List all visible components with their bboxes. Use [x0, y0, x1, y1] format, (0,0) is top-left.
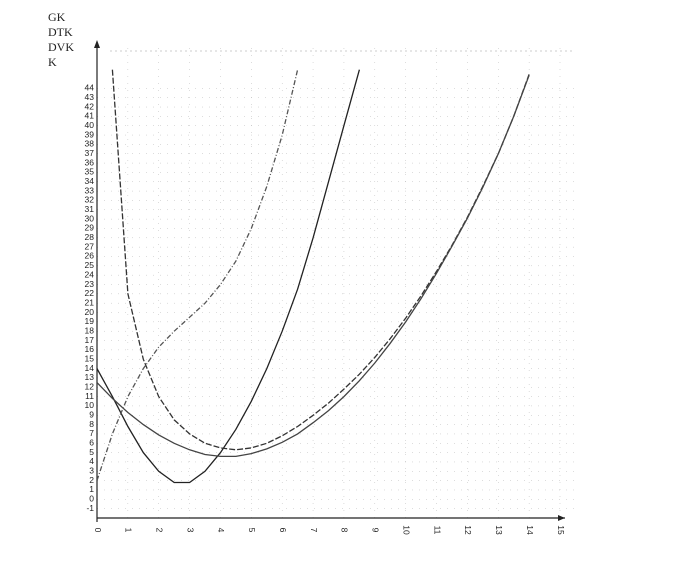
y-tick-label: 16 — [85, 344, 95, 354]
series-line — [111, 69, 530, 451]
x-tick-label: 9 — [371, 528, 381, 533]
y-tick-label: 20 — [85, 307, 95, 317]
y-tick-label: 31 — [85, 204, 95, 214]
y-tick-label: 1 — [89, 484, 94, 494]
y-tick-label: 41 — [85, 111, 95, 121]
x-tick-label: 8 — [340, 528, 350, 533]
x-tick-label: 6 — [278, 528, 288, 533]
y-tick-label: 5 — [89, 447, 94, 457]
x-tick-label: 1 — [124, 528, 134, 533]
y-tick-label: 2 — [89, 475, 94, 485]
series-label: K — [48, 55, 57, 69]
y-tick-label: 11 — [85, 391, 94, 401]
x-tick-label: 14 — [525, 525, 535, 535]
y-tick-label: 35 — [85, 167, 95, 177]
y-tick-label: 39 — [85, 129, 95, 139]
y-tick-label: 24 — [85, 269, 95, 279]
y-axis-arrow — [94, 40, 100, 48]
x-tick-label: 10 — [401, 525, 411, 535]
y-tick-label: 9 — [89, 410, 94, 420]
y-tick-label: 42 — [85, 101, 95, 111]
series-label: DVK — [48, 40, 74, 54]
y-tick-label: 28 — [85, 232, 95, 242]
x-tick-label: 7 — [309, 528, 319, 533]
y-tick-label: 15 — [85, 353, 95, 363]
x-tick-label: 13 — [494, 525, 504, 535]
y-tick-label: 38 — [85, 139, 95, 149]
y-tick-label: 29 — [85, 223, 95, 233]
y-tick-label: 17 — [85, 335, 95, 345]
plot-area — [97, 69, 530, 484]
y-tick-label: 10 — [85, 400, 95, 410]
series-line — [97, 69, 299, 481]
y-tick-label: 12 — [85, 381, 95, 391]
x-tick-label: 4 — [216, 528, 226, 533]
y-tick-label: 37 — [85, 148, 95, 158]
y-tick-label: -1 — [86, 503, 94, 513]
y-tick-label: 6 — [89, 438, 94, 448]
y-tick-label: 23 — [85, 279, 95, 289]
y-tick-label: 30 — [85, 213, 95, 223]
series-label: GK — [48, 10, 66, 24]
y-tick-label: 33 — [85, 185, 95, 195]
series-line — [97, 75, 530, 458]
y-tick-label: 7 — [89, 428, 94, 438]
y-tick-label: 26 — [85, 251, 95, 261]
series-line — [97, 69, 361, 484]
x-tick-label: 0 — [93, 528, 103, 533]
y-tick-label: 18 — [85, 325, 95, 335]
x-tick-label: 5 — [247, 528, 257, 533]
y-tick-label: 13 — [85, 372, 95, 382]
y-tick-label: 32 — [85, 195, 95, 205]
x-tick-label: 3 — [185, 528, 195, 533]
y-tick-label: 36 — [85, 157, 95, 167]
y-tick-label: 43 — [85, 92, 95, 102]
y-tick-label: 19 — [85, 316, 95, 326]
y-tick-label: 34 — [85, 176, 95, 186]
y-tick-label: 22 — [85, 288, 95, 298]
y-tick-label: 25 — [85, 260, 95, 270]
x-tick-label: 11 — [432, 526, 442, 535]
y-tick-label: 4 — [89, 456, 94, 466]
y-tick-label: 14 — [85, 363, 95, 373]
y-tick-label: 8 — [89, 419, 94, 429]
series-label: DTK — [48, 25, 73, 39]
y-tick-label: 0 — [89, 494, 94, 504]
x-tick-label: 15 — [556, 525, 566, 535]
y-tick-label: 27 — [85, 241, 95, 251]
x-axis-arrow — [558, 515, 565, 521]
y-tick-label: 44 — [85, 83, 95, 93]
x-tick-label: 2 — [154, 528, 164, 533]
y-tick-label: 21 — [85, 297, 95, 307]
y-tick-label: 3 — [89, 466, 94, 476]
x-tick-label: 12 — [463, 525, 473, 535]
y-tick-label: 40 — [85, 120, 95, 130]
